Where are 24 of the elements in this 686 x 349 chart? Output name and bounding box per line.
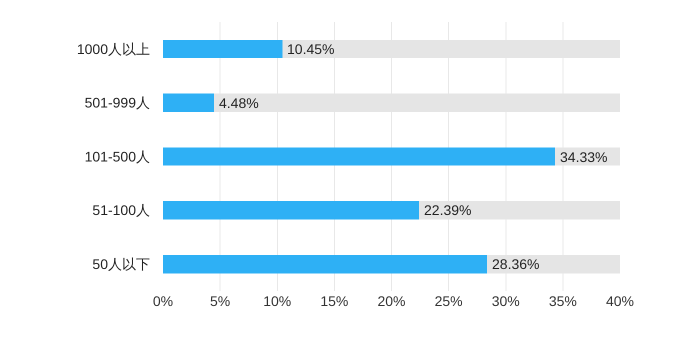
bar: [163, 201, 419, 220]
x-tick-label: 35%: [548, 293, 577, 309]
x-tick-label: 5%: [210, 293, 230, 309]
bar: [163, 147, 556, 166]
data-label: 4.48%: [219, 95, 259, 111]
y-tick-label: 101-500人: [84, 148, 150, 164]
x-tick-label: 25%: [434, 293, 463, 309]
x-tick-label: 20%: [377, 293, 406, 309]
y-tick-label: 51-100人: [92, 202, 150, 218]
data-label: 10.45%: [287, 41, 334, 57]
x-tick-label: 30%: [492, 293, 520, 309]
x-tick-label: 0%: [152, 293, 174, 309]
data-label: 34.33%: [560, 149, 608, 165]
x-tick-label: 10%: [263, 293, 292, 309]
bar: [163, 40, 282, 58]
y-tick-label: 501-999人: [84, 94, 150, 111]
x-tick-label: 15%: [320, 293, 348, 309]
data-label: 22.39%: [424, 202, 472, 218]
bar: [163, 254, 488, 274]
data-label: 28.36%: [492, 256, 540, 272]
y-tick-label: 1000人以上: [76, 40, 150, 57]
bar: [163, 94, 214, 112]
y-tick-label: 50人以下: [92, 256, 150, 272]
x-tick-label: 40%: [606, 293, 634, 309]
